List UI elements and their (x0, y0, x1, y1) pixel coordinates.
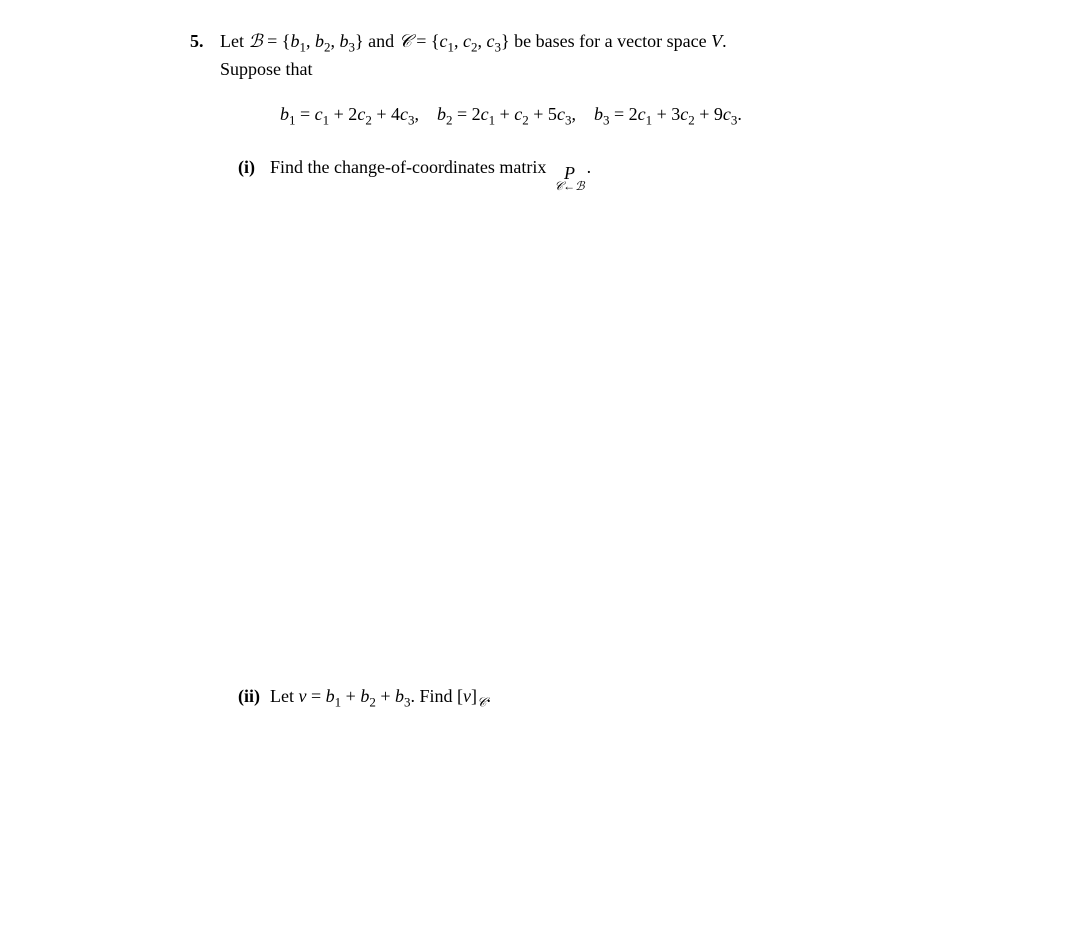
part-ii: (ii) Let v = b1 + b2 + b3. Find [v]𝒞. (238, 686, 1010, 711)
problem-header: 5. Let ℬ = {b1, b2, b3} and 𝒞 = {c1, c2,… (190, 28, 1010, 57)
part-i: (i) Find the change-of-coordinates matri… (238, 157, 1010, 186)
change-of-coords-matrix-symbol: P 𝒞←ℬ (554, 164, 584, 192)
equations-block: b1 = c1 + 2c2 + 4c3, b2 = 2c1 + c2 + 5c3… (280, 104, 1010, 129)
part-ii-text: Let v = b1 + b2 + b3. Find [v]𝒞. (270, 686, 491, 711)
part-ii-label: (ii) (238, 686, 270, 707)
problem-intro: Let ℬ = {b1, b2, b3} and 𝒞 = {c1, c2, c3… (220, 28, 1010, 57)
suppose-text: Suppose that (220, 59, 1010, 80)
problem-content: 5. Let ℬ = {b1, b2, b3} and 𝒞 = {c1, c2,… (190, 28, 1010, 710)
part-i-label: (i) (238, 157, 270, 178)
problem-number: 5. (190, 31, 220, 52)
part-i-text: Find the change-of-coordinates matrix P … (270, 157, 591, 186)
